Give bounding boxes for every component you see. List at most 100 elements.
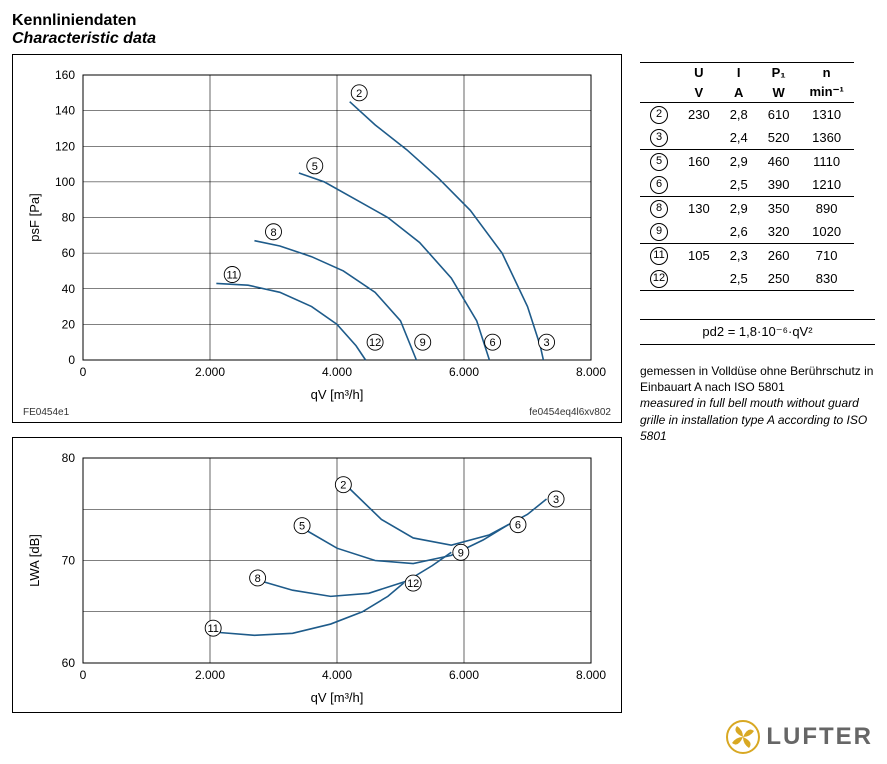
svg-text:qV [m³/h]: qV [m³/h] — [311, 690, 364, 705]
cell-I: 2,3 — [720, 244, 758, 268]
table-row: 2 230 2,8 610 1310 — [640, 103, 854, 127]
cell-n: 1310 — [799, 103, 853, 127]
cell-P: 390 — [758, 173, 800, 197]
cell-U: 105 — [678, 244, 720, 268]
svg-text:6.000: 6.000 — [449, 365, 479, 379]
th-n: n — [799, 63, 853, 83]
table-row: 3 2,4 520 1360 — [640, 126, 854, 150]
cell-P: 260 — [758, 244, 800, 268]
cell-P: 520 — [758, 126, 800, 150]
pressure-chart: 0 2.000 4.000 6.000 8.000 0 20 40 60 80 100 120 140 1… — [12, 54, 622, 423]
th-U: U — [678, 63, 720, 83]
svg-text:8.000: 8.000 — [576, 668, 606, 682]
svg-text:4.000: 4.000 — [322, 365, 352, 379]
cell-U — [678, 173, 720, 197]
cell-I: 2,9 — [720, 150, 758, 174]
cell-I: 2,5 — [720, 173, 758, 197]
cell-P: 610 — [758, 103, 800, 127]
unit-min: min⁻¹ — [799, 82, 853, 103]
cell-I: 2,9 — [720, 197, 758, 221]
svg-text:9: 9 — [458, 547, 464, 559]
svg-text:70: 70 — [62, 554, 76, 568]
row-id-badge: 2 — [650, 106, 668, 124]
svg-text:5: 5 — [312, 161, 318, 173]
th-blank — [640, 63, 678, 83]
svg-text:6.000: 6.000 — [449, 668, 479, 682]
svg-text:0: 0 — [80, 365, 87, 379]
table-row: 6 2,5 390 1210 — [640, 173, 854, 197]
svg-text:2.000: 2.000 — [195, 365, 225, 379]
svg-text:2: 2 — [340, 480, 346, 492]
cell-I: 2,8 — [720, 103, 758, 127]
cell-P: 320 — [758, 220, 800, 244]
chart1-footer-left: FE0454e1 — [23, 407, 69, 418]
svg-text:8.000: 8.000 — [576, 365, 606, 379]
svg-text:2: 2 — [356, 88, 362, 100]
title-block: Kennliniendaten Characteristic data — [12, 12, 875, 48]
table-row: 12 2,5 250 830 — [640, 267, 854, 291]
row-id-badge: 8 — [650, 200, 668, 218]
svg-text:40: 40 — [62, 282, 76, 296]
svg-text:8: 8 — [255, 573, 261, 585]
svg-text:100: 100 — [55, 175, 75, 189]
svg-text:0: 0 — [80, 668, 87, 682]
svg-text:5: 5 — [299, 521, 305, 533]
cell-n: 1360 — [799, 126, 853, 150]
cell-P: 250 — [758, 267, 800, 291]
cell-U — [678, 267, 720, 291]
svg-text:4.000: 4.000 — [322, 668, 352, 682]
fan-icon — [726, 720, 760, 754]
cell-I: 2,5 — [720, 267, 758, 291]
th-P: P₁ — [758, 63, 800, 83]
cell-n: 1110 — [799, 150, 853, 174]
title-de: Kennliniendaten — [12, 12, 875, 30]
measurement-note: gemessen in Volldüse ohne Berührschutz i… — [640, 363, 875, 444]
svg-text:60: 60 — [62, 246, 76, 260]
row-id-badge: 12 — [650, 270, 668, 288]
cell-U — [678, 220, 720, 244]
svg-text:LWA [dB]: LWA [dB] — [27, 534, 42, 587]
svg-text:20: 20 — [62, 317, 76, 331]
unit-A: A — [720, 82, 758, 103]
svg-text:12: 12 — [369, 337, 381, 349]
note-de: gemessen in Volldüse ohne Berührschutz i… — [640, 363, 875, 395]
cell-P: 350 — [758, 197, 800, 221]
row-id-badge: 11 — [650, 247, 668, 265]
th-I: I — [720, 63, 758, 83]
svg-text:3: 3 — [543, 337, 549, 349]
table-row: 11 105 2,3 260 710 — [640, 244, 854, 268]
unit-W: W — [758, 82, 800, 103]
cell-U: 130 — [678, 197, 720, 221]
svg-text:6: 6 — [515, 520, 521, 532]
row-id-badge: 5 — [650, 153, 668, 171]
cell-I: 2,6 — [720, 220, 758, 244]
table-row: 9 2,6 320 1020 — [640, 220, 854, 244]
row-id-badge: 3 — [650, 129, 668, 147]
svg-text:2.000: 2.000 — [195, 668, 225, 682]
lufter-logo: LUFTER — [726, 720, 873, 754]
svg-text:3: 3 — [553, 494, 559, 506]
cell-U: 230 — [678, 103, 720, 127]
svg-text:60: 60 — [62, 656, 76, 670]
svg-text:6: 6 — [490, 337, 496, 349]
svg-text:120: 120 — [55, 139, 75, 153]
cell-P: 460 — [758, 150, 800, 174]
formula: pd2 = 1,8·10⁻⁶·qV² — [640, 319, 875, 345]
table-row: 5 160 2,9 460 1110 — [640, 150, 854, 174]
svg-text:8: 8 — [270, 227, 276, 239]
chart1-footer-right: fe0454eq4l6xv802 — [529, 407, 611, 418]
cell-n: 1210 — [799, 173, 853, 197]
svg-text:80: 80 — [62, 451, 76, 465]
cell-n: 830 — [799, 267, 853, 291]
row-id-badge: 6 — [650, 176, 668, 194]
logo-text: LUFTER — [766, 723, 873, 751]
sound-chart: 0 2.000 4.000 6.000 8.000 60 70 80 qV [m³/h] LWA … — [12, 437, 622, 713]
svg-text:12: 12 — [407, 578, 419, 590]
svg-text:140: 140 — [55, 104, 75, 118]
svg-text:80: 80 — [62, 211, 76, 225]
note-en: measured in full bell mouth without guar… — [640, 395, 875, 444]
svg-text:qV [m³/h]: qV [m³/h] — [311, 387, 364, 402]
data-table: U I P₁ n V A W min⁻¹ 2 230 2,8 610 13103… — [640, 62, 854, 291]
title-en: Characteristic data — [12, 30, 875, 48]
svg-text:0: 0 — [68, 353, 75, 367]
